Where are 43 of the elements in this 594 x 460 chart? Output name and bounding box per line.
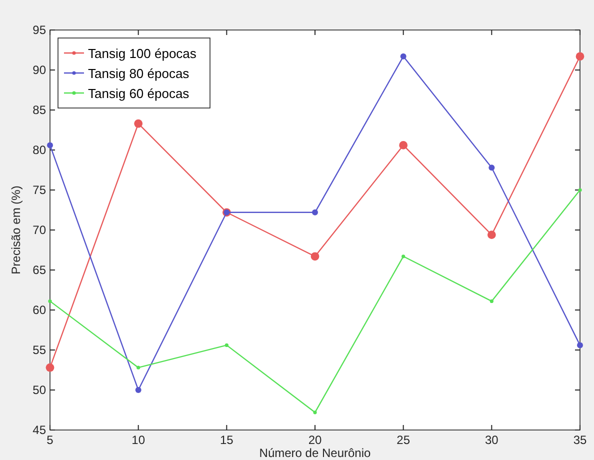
- legend-label: Tansig 60 épocas: [88, 86, 190, 101]
- point: [136, 366, 140, 370]
- x-tick-label: 5: [46, 433, 54, 447]
- point: [399, 141, 408, 150]
- point: [488, 164, 495, 171]
- point: [134, 119, 143, 128]
- point: [135, 387, 142, 393]
- point: [48, 299, 52, 303]
- y-tick-label: 85: [32, 103, 46, 117]
- x-tick-label: 35: [573, 433, 587, 447]
- x-axis-title: Número de Neurônio: [259, 446, 372, 460]
- point: [402, 254, 406, 258]
- point: [576, 52, 584, 61]
- y-tick-label: 95: [32, 23, 46, 37]
- x-tick-label: 15: [220, 433, 234, 447]
- legend-label: Tansig 100 épocas: [88, 46, 197, 61]
- legend-label: Tansig 80 épocas: [88, 66, 190, 81]
- y-tick-label: 65: [32, 263, 46, 277]
- line-series: [48, 188, 582, 414]
- y-tick-label: 45: [32, 423, 46, 437]
- y-tick-label: 70: [32, 223, 46, 237]
- point: [578, 188, 582, 192]
- y-tick-label: 60: [32, 303, 46, 317]
- point: [487, 230, 496, 239]
- point: [313, 410, 317, 414]
- point: [490, 299, 494, 303]
- point: [224, 343, 228, 347]
- x-tick-label: 10: [132, 433, 146, 447]
- y-tick-label: 80: [32, 143, 46, 157]
- y-tick-label: 90: [32, 63, 46, 77]
- x-tick-label: 30: [484, 433, 499, 447]
- point: [312, 209, 318, 216]
- point: [577, 342, 583, 348]
- x-tick-label: 25: [396, 433, 410, 447]
- point: [47, 142, 53, 148]
- y-tick-label: 50: [32, 383, 46, 397]
- y-tick-label: 75: [32, 183, 46, 197]
- point: [310, 252, 320, 261]
- y-tick-label: 55: [32, 343, 46, 357]
- y-axis-title: Precisão em (%): [9, 186, 23, 274]
- x-tick-label: 20: [308, 433, 322, 447]
- point: [400, 53, 406, 60]
- point: [46, 363, 54, 372]
